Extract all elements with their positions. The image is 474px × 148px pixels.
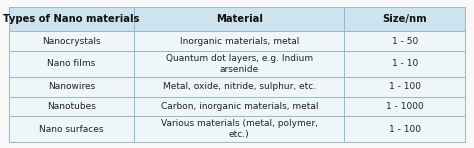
Bar [9, 96, 134, 116]
Text: Quantum dot layers, e.g. Indium
arsenide: Quantum dot layers, e.g. Indium arsenide [166, 54, 313, 74]
Bar [9, 116, 134, 142]
Bar [134, 77, 345, 96]
Text: 1 - 10: 1 - 10 [392, 59, 418, 68]
Text: 1 - 1000: 1 - 1000 [386, 102, 424, 111]
Bar [9, 31, 134, 51]
Bar [345, 116, 465, 142]
Text: 1 - 100: 1 - 100 [389, 82, 421, 91]
Bar [9, 7, 134, 31]
Text: Inorganic materials, metal: Inorganic materials, metal [180, 37, 299, 46]
Text: Carbon, inorganic materials, metal: Carbon, inorganic materials, metal [161, 102, 318, 111]
Bar [134, 116, 345, 142]
Bar [9, 77, 134, 96]
Text: Nano surfaces: Nano surfaces [39, 125, 104, 134]
Text: 1 - 50: 1 - 50 [392, 37, 418, 46]
Bar [345, 31, 465, 51]
Text: Nano films: Nano films [47, 59, 95, 68]
Text: Types of Nano materials: Types of Nano materials [3, 14, 139, 24]
Text: 1 - 100: 1 - 100 [389, 125, 421, 134]
Bar [345, 51, 465, 77]
Bar [345, 7, 465, 31]
Text: Material: Material [216, 14, 263, 24]
Bar [134, 51, 345, 77]
Bar [134, 7, 345, 31]
Text: Nanocrystals: Nanocrystals [42, 37, 100, 46]
Text: Metal, oxide, nitride, sulphur, etc.: Metal, oxide, nitride, sulphur, etc. [163, 82, 316, 91]
Bar [9, 51, 134, 77]
Bar [345, 96, 465, 116]
Text: Nanowires: Nanowires [48, 82, 95, 91]
Bar [134, 96, 345, 116]
Text: Nanotubes: Nanotubes [47, 102, 96, 111]
Bar [134, 31, 345, 51]
Text: Size/nm: Size/nm [383, 14, 427, 24]
Bar [345, 77, 465, 96]
Text: Various materials (metal, polymer,
etc.): Various materials (metal, polymer, etc.) [161, 119, 318, 139]
